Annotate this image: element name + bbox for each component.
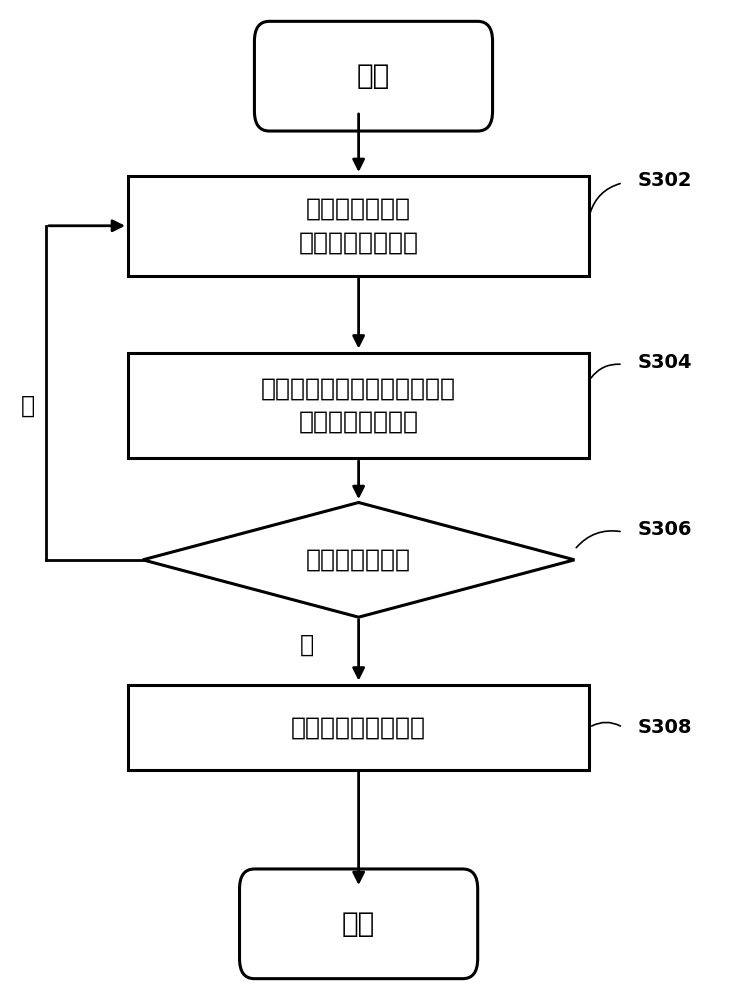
Text: S308: S308 [638,718,692,737]
Polygon shape [143,502,574,617]
Text: 开始: 开始 [357,62,390,90]
FancyBboxPatch shape [240,869,477,979]
Bar [128,353,589,458]
Bar [128,685,589,770]
Text: 在用户终端与除菌除异味装置
之间建立网络连接: 在用户终端与除菌除异味装置 之间建立网络连接 [261,377,456,434]
Text: S302: S302 [638,171,692,190]
Text: 否: 否 [20,393,34,417]
Text: 确定与用户终端绑定: 确定与用户终端绑定 [291,715,426,739]
Text: S306: S306 [638,520,692,539]
Bar [128,176,589,276]
Text: 识别信息确认？: 识别信息确认？ [306,548,411,572]
Text: 除菌除异味装置
进入等待绑定状态: 除菌除异味装置 进入等待绑定状态 [299,197,418,255]
Text: 是: 是 [300,633,314,657]
Text: 结束: 结束 [342,910,375,938]
Text: S304: S304 [638,353,692,372]
FancyBboxPatch shape [255,21,492,131]
